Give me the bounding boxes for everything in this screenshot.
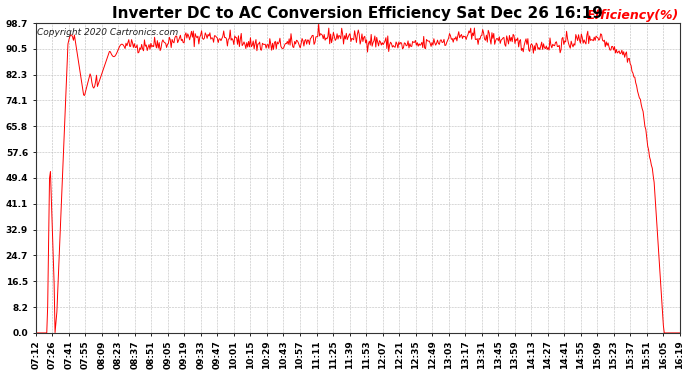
Text: Copyright 2020 Cartronics.com: Copyright 2020 Cartronics.com (37, 28, 178, 37)
Text: Efficiency(%): Efficiency(%) (586, 9, 679, 21)
Title: Inverter DC to AC Conversion Efficiency Sat Dec 26 16:19: Inverter DC to AC Conversion Efficiency … (112, 6, 603, 21)
